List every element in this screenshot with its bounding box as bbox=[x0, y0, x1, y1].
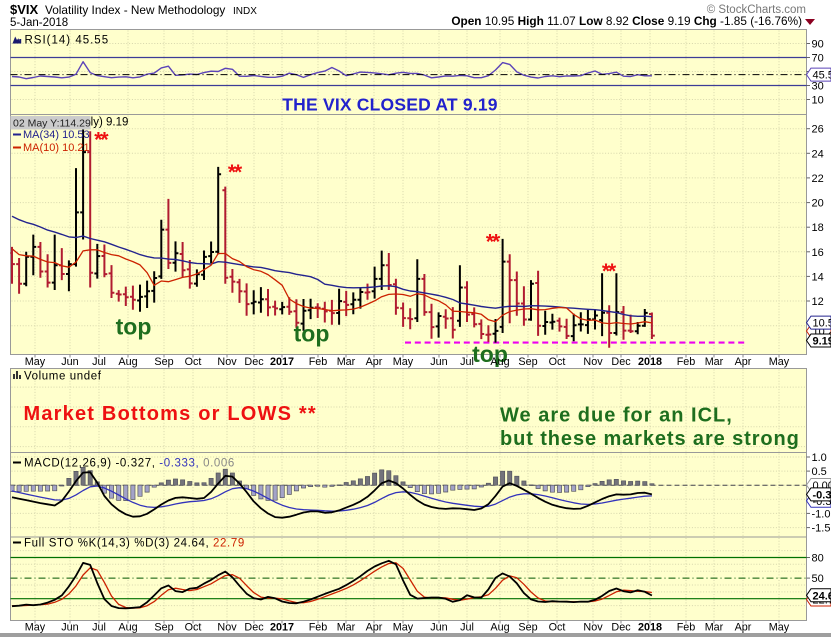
svg-text:© StockCharts.com: © StockCharts.com bbox=[707, 4, 806, 16]
svg-text:Volume undef: Volume undef bbox=[24, 371, 102, 383]
svg-text:Aug: Aug bbox=[490, 356, 509, 368]
svg-text:16: 16 bbox=[812, 247, 824, 259]
svg-text:Dec: Dec bbox=[244, 356, 264, 368]
svg-text:MA(34) 10.53: MA(34) 10.53 bbox=[23, 129, 90, 141]
svg-text:May: May bbox=[25, 356, 46, 368]
svg-text:Aug: Aug bbox=[118, 622, 137, 634]
svg-text:THE VIX CLOSED AT 9.19: THE VIX CLOSED AT 9.19 bbox=[282, 95, 497, 115]
svg-text:Mar: Mar bbox=[337, 622, 356, 634]
svg-text:Apr: Apr bbox=[366, 622, 383, 634]
svg-text:RSI(14) 45.55: RSI(14) 45.55 bbox=[25, 35, 110, 47]
svg-text:May: May bbox=[25, 622, 46, 634]
svg-text:Aug: Aug bbox=[490, 622, 509, 634]
svg-text:Jun: Jun bbox=[61, 356, 78, 368]
svg-text:20: 20 bbox=[812, 198, 824, 210]
svg-text:May: May bbox=[769, 356, 790, 368]
svg-text:Feb: Feb bbox=[309, 622, 328, 634]
svg-text:Sep: Sep bbox=[518, 356, 537, 368]
svg-text:Mar: Mar bbox=[337, 356, 356, 368]
svg-text:Market Bottoms or LOWS **: Market Bottoms or LOWS ** bbox=[24, 403, 317, 425]
svg-text:Jul: Jul bbox=[460, 622, 474, 634]
svg-text:14: 14 bbox=[812, 271, 824, 283]
svg-text:MACD(12,26,9) -0.327, -0.333,: MACD(12,26,9) -0.327, -0.333, 0.006 bbox=[24, 458, 235, 470]
svg-text:Apr: Apr bbox=[735, 356, 752, 368]
svg-text:May: May bbox=[393, 356, 414, 368]
svg-text:Oct: Oct bbox=[549, 356, 566, 368]
svg-text:Jul: Jul bbox=[92, 622, 106, 634]
svg-text:Aug: Aug bbox=[118, 356, 137, 368]
svg-text:top: top bbox=[472, 341, 508, 367]
svg-text:Oct: Oct bbox=[185, 356, 202, 368]
svg-text:12: 12 bbox=[812, 296, 824, 308]
svg-text:0.5: 0.5 bbox=[812, 466, 827, 478]
svg-text:18: 18 bbox=[812, 222, 824, 234]
svg-text:Sep: Sep bbox=[518, 622, 537, 634]
svg-text:Jun: Jun bbox=[430, 356, 447, 368]
svg-text:2017: 2017 bbox=[270, 622, 294, 634]
svg-text:90: 90 bbox=[812, 39, 824, 51]
svg-text:May: May bbox=[769, 622, 790, 634]
svg-text:-1.5: -1.5 bbox=[812, 523, 831, 535]
svg-text:Oct: Oct bbox=[549, 622, 566, 634]
svg-text:2017: 2017 bbox=[270, 356, 294, 368]
svg-text:Feb: Feb bbox=[677, 356, 696, 368]
svg-text:50: 50 bbox=[812, 573, 824, 585]
svg-text:70: 70 bbox=[812, 53, 824, 65]
svg-text:Mar: Mar bbox=[705, 622, 724, 634]
svg-text:26: 26 bbox=[812, 124, 824, 136]
svg-text:Jun: Jun bbox=[430, 622, 447, 634]
svg-text:Oct: Oct bbox=[185, 622, 202, 634]
svg-text:We are due for an ICL,: We are due for an ICL, bbox=[500, 405, 733, 427]
svg-text:Dec: Dec bbox=[611, 356, 631, 368]
svg-text:Volatility Index - New Methodo: Volatility Index - New Methodology bbox=[45, 3, 225, 17]
svg-text:10: 10 bbox=[812, 95, 824, 107]
svg-text:80: 80 bbox=[812, 553, 824, 565]
svg-text:INDX: INDX bbox=[233, 6, 257, 17]
svg-text:24.64: 24.64 bbox=[813, 590, 831, 602]
svg-text:but these markets are strong: but these markets are strong bbox=[500, 428, 800, 450]
svg-text:10.53: 10.53 bbox=[813, 318, 831, 330]
svg-text:22: 22 bbox=[812, 173, 824, 185]
svg-text:Nov: Nov bbox=[217, 356, 237, 368]
svg-text:MA(10) 10.21: MA(10) 10.21 bbox=[23, 142, 90, 154]
svg-text:Nov: Nov bbox=[583, 356, 603, 368]
svg-text:Dec: Dec bbox=[611, 622, 631, 634]
svg-text:45.55: 45.55 bbox=[813, 70, 831, 82]
svg-text:Apr: Apr bbox=[366, 356, 383, 368]
svg-text:02 May Y:114.29: 02 May Y:114.29 bbox=[13, 118, 91, 130]
svg-text:2018: 2018 bbox=[638, 622, 662, 634]
svg-text:$VIX: $VIX bbox=[10, 2, 39, 17]
svg-text:Sep: Sep bbox=[154, 622, 173, 634]
svg-text:Feb: Feb bbox=[309, 356, 328, 368]
svg-text:-0.327: -0.327 bbox=[813, 489, 831, 501]
svg-text:Apr: Apr bbox=[735, 622, 752, 634]
svg-text:Nov: Nov bbox=[217, 622, 237, 634]
svg-text:Sep: Sep bbox=[154, 356, 173, 368]
svg-text:Nov: Nov bbox=[583, 622, 603, 634]
svg-text:Jul: Jul bbox=[92, 356, 106, 368]
svg-text:top: top bbox=[116, 314, 152, 340]
svg-text:top: top bbox=[294, 321, 330, 347]
svg-text:Jun: Jun bbox=[61, 622, 78, 634]
svg-text:24: 24 bbox=[812, 148, 824, 160]
svg-text:9.19: 9.19 bbox=[813, 336, 831, 348]
svg-text:2018: 2018 bbox=[638, 356, 662, 368]
svg-text:Full STO %K(14,3) %D(3) 24.64,: Full STO %K(14,3) %D(3) 24.64, 22.79 bbox=[24, 538, 245, 550]
svg-text:Mar: Mar bbox=[705, 356, 724, 368]
svg-text:Feb: Feb bbox=[677, 622, 696, 634]
svg-text:5-Jan-2018: 5-Jan-2018 bbox=[10, 17, 68, 29]
svg-text:30: 30 bbox=[812, 81, 824, 93]
svg-text:1.0: 1.0 bbox=[812, 452, 827, 464]
svg-text:May: May bbox=[393, 622, 414, 634]
svg-text:Dec: Dec bbox=[244, 622, 264, 634]
svg-text:-1.0: -1.0 bbox=[812, 508, 831, 520]
svg-text:Open 10.95 High 11.07 Low 8.92: Open 10.95 High 11.07 Low 8.92 Close 9.1… bbox=[451, 14, 802, 28]
svg-text:Jul: Jul bbox=[460, 356, 474, 368]
